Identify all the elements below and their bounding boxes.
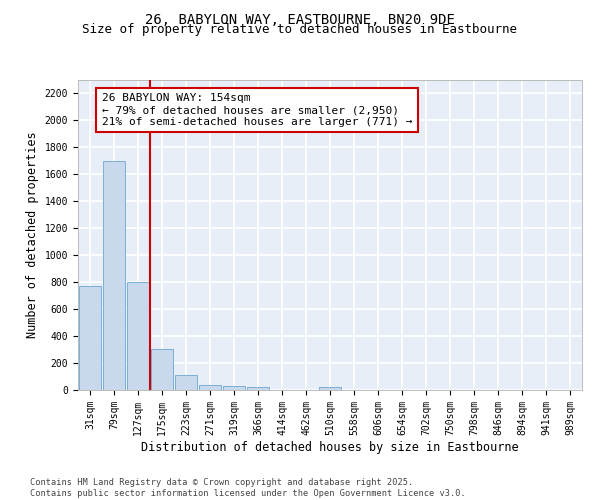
- Bar: [175, 375, 197, 390]
- Text: 26 BABYLON WAY: 154sqm
← 79% of detached houses are smaller (2,950)
21% of semi-: 26 BABYLON WAY: 154sqm ← 79% of detached…: [102, 94, 413, 126]
- Text: Size of property relative to detached houses in Eastbourne: Size of property relative to detached ho…: [83, 22, 517, 36]
- Bar: [319, 388, 341, 390]
- Bar: [151, 349, 173, 390]
- Bar: [103, 161, 125, 390]
- Text: 26, BABYLON WAY, EASTBOURNE, BN20 9DE: 26, BABYLON WAY, EASTBOURNE, BN20 9DE: [145, 12, 455, 26]
- Bar: [79, 286, 101, 390]
- X-axis label: Distribution of detached houses by size in Eastbourne: Distribution of detached houses by size …: [141, 440, 519, 454]
- Bar: [223, 386, 245, 390]
- Y-axis label: Number of detached properties: Number of detached properties: [26, 132, 39, 338]
- Text: Contains HM Land Registry data © Crown copyright and database right 2025.
Contai: Contains HM Land Registry data © Crown c…: [30, 478, 466, 498]
- Bar: [199, 384, 221, 390]
- Bar: [127, 282, 149, 390]
- Bar: [247, 388, 269, 390]
